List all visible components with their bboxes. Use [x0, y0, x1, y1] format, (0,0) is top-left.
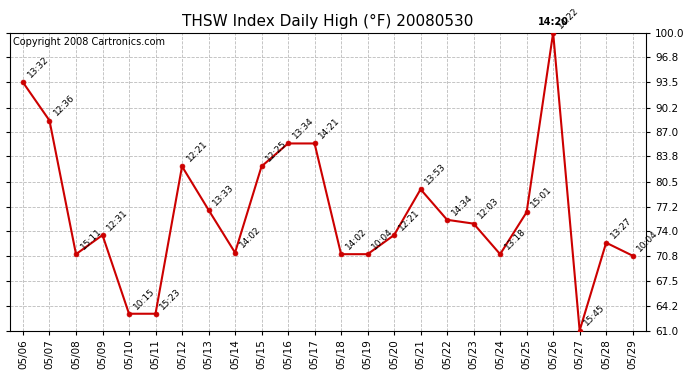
Text: 14:02: 14:02 — [344, 227, 368, 251]
Text: 13:18: 13:18 — [503, 227, 528, 251]
Text: 13:34: 13:34 — [291, 116, 315, 141]
Text: 12:36: 12:36 — [52, 93, 77, 118]
Text: 14:22: 14:22 — [556, 6, 580, 30]
Text: 14:02: 14:02 — [238, 225, 262, 250]
Title: THSW Index Daily High (°F) 20080530: THSW Index Daily High (°F) 20080530 — [182, 14, 473, 29]
Text: 14:21: 14:21 — [317, 116, 342, 141]
Text: 15:45: 15:45 — [582, 303, 607, 328]
Text: 12:21: 12:21 — [185, 139, 209, 164]
Text: 13:27: 13:27 — [609, 215, 633, 240]
Text: 15:01: 15:01 — [529, 185, 554, 209]
Text: 12:21: 12:21 — [397, 208, 422, 232]
Text: 15:23: 15:23 — [158, 286, 183, 311]
Text: 13:53: 13:53 — [424, 162, 448, 186]
Text: 15:11: 15:11 — [79, 227, 103, 251]
Text: 10:04: 10:04 — [371, 227, 395, 251]
Text: 14:20: 14:20 — [538, 17, 569, 27]
Text: 12:25: 12:25 — [264, 139, 289, 164]
Text: 13:33: 13:33 — [211, 183, 236, 207]
Text: 12:31: 12:31 — [106, 208, 130, 232]
Text: 12:03: 12:03 — [476, 196, 501, 221]
Text: Copyright 2008 Cartronics.com: Copyright 2008 Cartronics.com — [13, 37, 165, 47]
Text: 10:04: 10:04 — [635, 228, 660, 253]
Text: 14:34: 14:34 — [450, 192, 474, 217]
Text: 10:15: 10:15 — [132, 286, 157, 311]
Text: 13:32: 13:32 — [26, 55, 50, 80]
